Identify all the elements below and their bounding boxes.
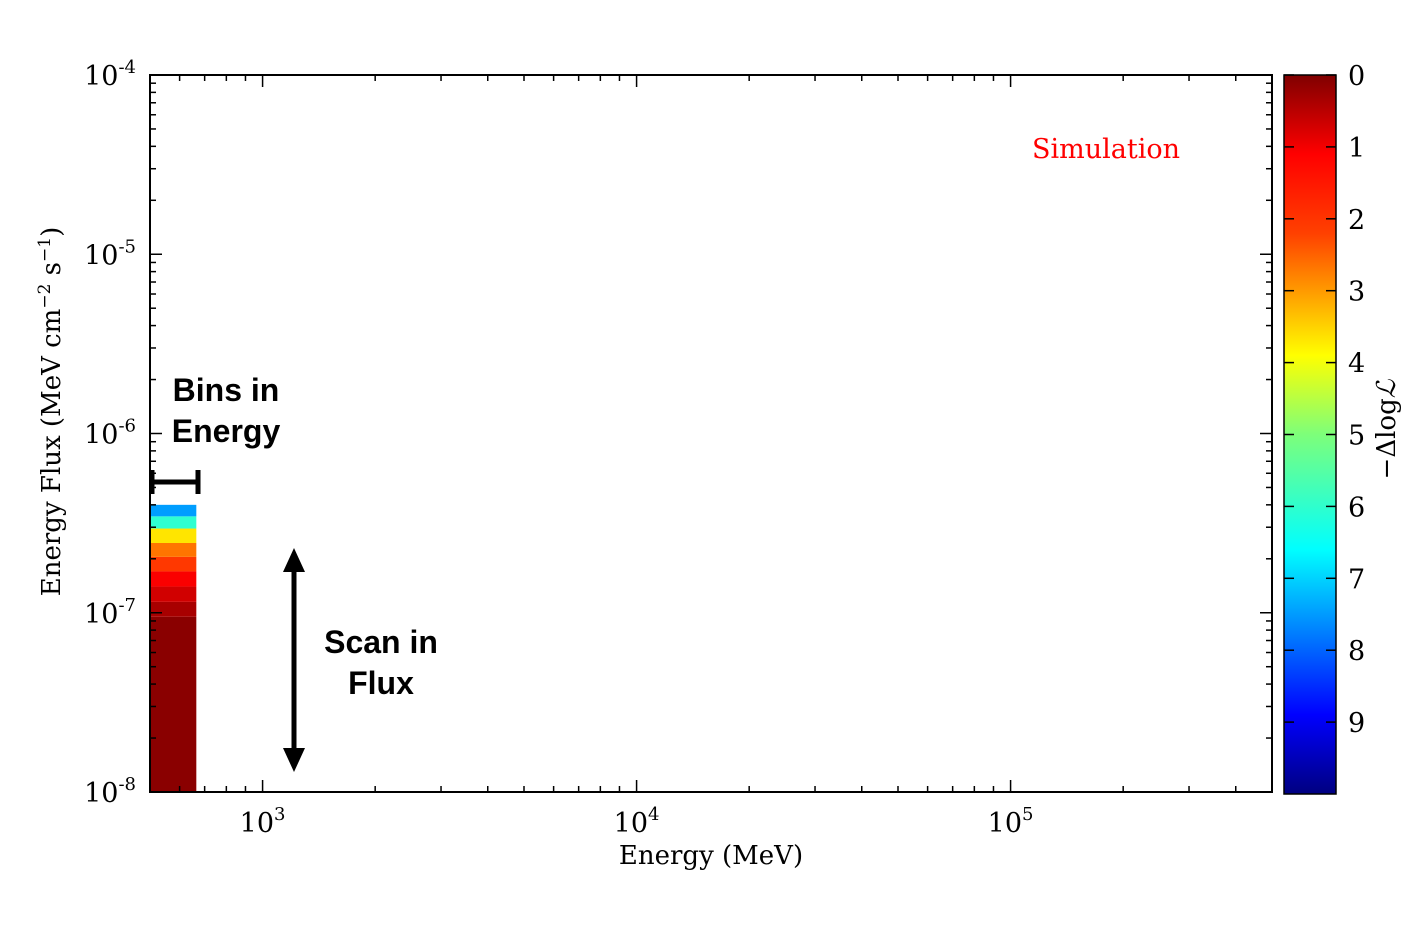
scan-callout-line1: Scan in <box>324 624 438 660</box>
bins-callout-line1: Bins in <box>173 372 280 408</box>
y-tick-label-1: 10-7 <box>84 595 136 630</box>
colorbar-tick-label-4: 4 <box>1348 349 1365 380</box>
bins-callout-line2: Energy <box>172 413 281 449</box>
colorbar-label-prefix: −Δlog <box>1372 398 1402 479</box>
heatmap-cells <box>150 504 197 792</box>
colorbar-tick-label-3: 3 <box>1348 277 1365 308</box>
heatmap-cell-5 <box>150 542 197 557</box>
colorbar-tick-label-5: 5 <box>1348 421 1365 452</box>
y-axis-label-main: Energy Flux (MeV cm <box>37 309 67 597</box>
colorbar: 0 1 2 3 4 5 6 7 8 9 −Δlogℒ <box>1283 61 1402 795</box>
scan-arrow-up-head <box>283 548 305 572</box>
scan-callout-line2: Flux <box>348 665 414 701</box>
heatmap-cell-0 <box>150 616 197 792</box>
y-axis-label: Energy Flux (MeV cm−2 s−1) <box>35 227 67 596</box>
x-tick-label-0: 103 <box>240 804 286 839</box>
colorbar-tick-label-9: 9 <box>1348 708 1365 739</box>
colorbar-tick-label-8: 8 <box>1348 636 1365 667</box>
colorbar-tick-label-0: 0 <box>1348 61 1365 92</box>
y-tick-label-2: 10-6 <box>84 416 136 451</box>
heatmap-cell-3 <box>150 571 197 587</box>
x-axis-label: Energy (MeV) <box>619 841 803 871</box>
colorbar-tick-label-1: 1 <box>1348 133 1365 164</box>
scan-callout: Scan in Flux <box>283 548 438 772</box>
colorbar-tick-label-7: 7 <box>1348 564 1365 595</box>
colorbar-ticks: 0 1 2 3 4 5 6 7 8 9 <box>1284 61 1365 739</box>
x-axis-ticks: 103 104 105 <box>149 75 1273 839</box>
colorbar-label-script: ℒ <box>1372 378 1402 398</box>
heatmap-cell-8 <box>150 504 197 517</box>
scan-arrow-down-head <box>283 748 305 772</box>
colorbar-tick-label-2: 2 <box>1348 205 1365 236</box>
y-tick-label-3: 10-5 <box>84 236 136 271</box>
heatmap-cell-6 <box>150 528 197 543</box>
y-axis-label-mid: s <box>37 262 67 284</box>
y-axis-label-sup1: −2 <box>35 284 55 309</box>
plot-area: 103 104 105 10-8 10-7 10-6 10-5 10-4 <box>84 57 1273 839</box>
heatmap-cell-2 <box>150 586 197 602</box>
y-tick-label-0: 10-8 <box>84 774 136 809</box>
y-axis-label-sup2: −1 <box>35 237 55 262</box>
bins-callout: Bins in Energy <box>149 372 281 494</box>
colorbar-label: −Δlogℒ <box>1372 378 1402 479</box>
x-tick-label-2: 105 <box>988 804 1034 839</box>
x-tick-label-1: 104 <box>614 804 660 839</box>
y-tick-label-4: 10-4 <box>84 57 136 92</box>
y-axis-ticks: 10-8 10-7 10-6 10-5 10-4 <box>84 57 1272 809</box>
heatmap-cell-4 <box>150 556 197 572</box>
plot-frame <box>149 74 1273 793</box>
simulation-annotation: Simulation <box>1032 134 1180 165</box>
colorbar-tick-label-6: 6 <box>1348 492 1365 523</box>
heatmap-cell-7 <box>150 516 197 529</box>
heatmap-cell-1 <box>150 601 197 617</box>
y-axis-label-end: ) <box>37 227 67 237</box>
